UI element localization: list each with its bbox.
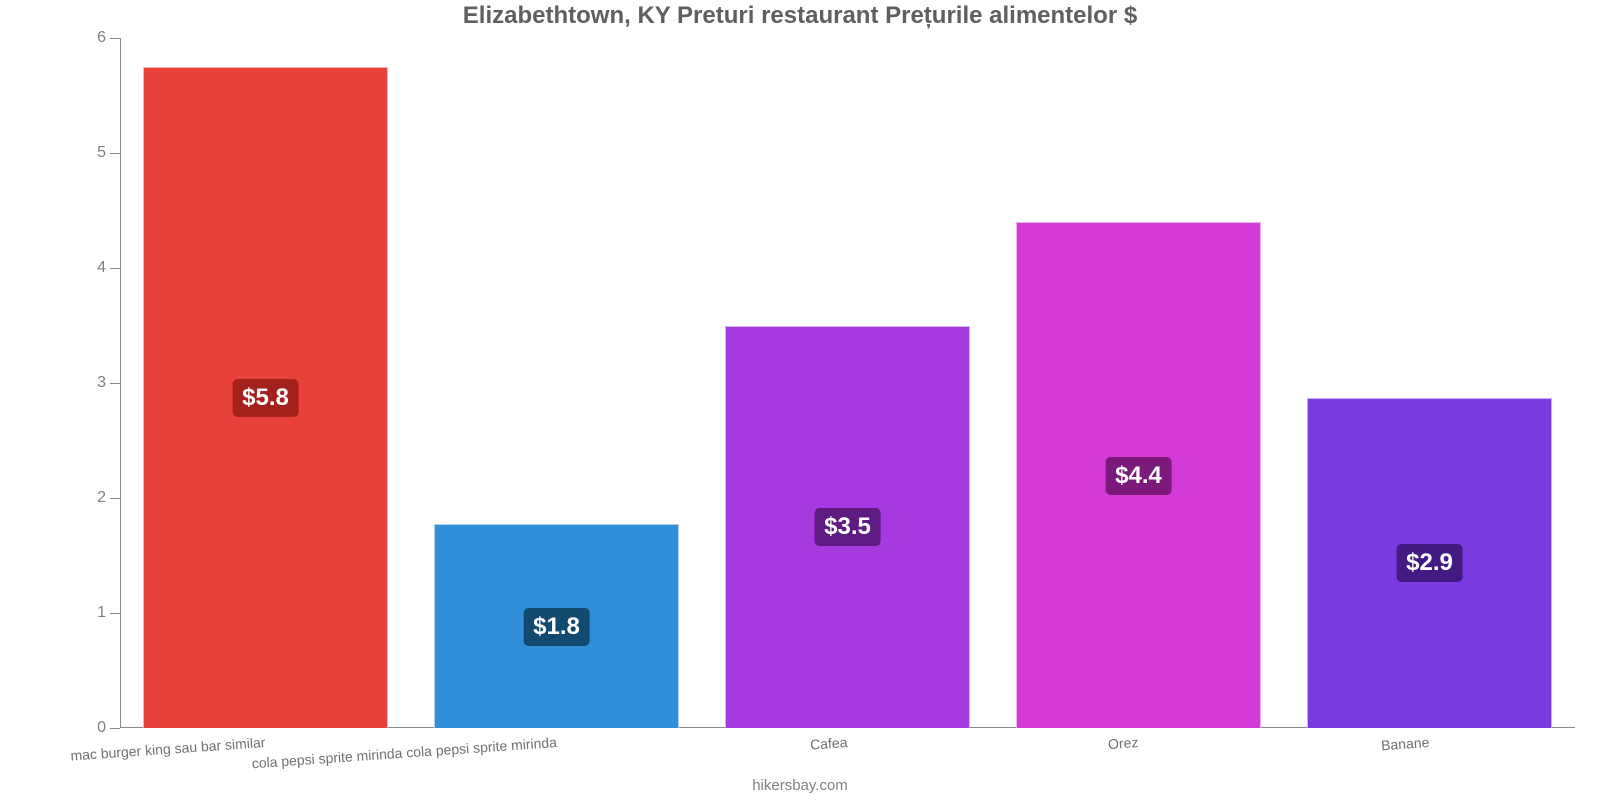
bar-value-label: $5.8	[232, 379, 299, 417]
bar-slot: $5.8	[120, 38, 411, 728]
y-tick-label: 3	[97, 374, 106, 392]
y-tick	[110, 153, 120, 154]
bar-slot: $1.8	[411, 38, 702, 728]
bar-slot: $3.5	[702, 38, 993, 728]
bar-value-label: $1.8	[523, 608, 590, 646]
y-tick	[110, 268, 120, 269]
y-tick	[110, 383, 120, 384]
plot-area: 0123456 $5.8$1.8$3.5$4.4$2.9	[120, 38, 1575, 728]
source-attribution: hikersbay.com	[0, 777, 1600, 794]
y-tick-label: 6	[97, 29, 106, 47]
y-tick	[110, 498, 120, 499]
y-tick	[110, 728, 120, 729]
bar-slot: $4.4	[993, 38, 1284, 728]
bar: $2.9	[1307, 398, 1551, 728]
x-labels-container: mac burger king sau bar similarcola peps…	[120, 730, 1575, 770]
y-tick-label: 1	[97, 604, 106, 622]
x-axis-label: mac burger king sau bar similar	[70, 734, 266, 764]
bars-container: $5.8 $1.8 $3.5 $4.4 $2.9	[120, 38, 1575, 728]
y-tick	[110, 38, 120, 39]
y-tick	[110, 613, 120, 614]
x-axis-label: Orez	[1108, 734, 1139, 752]
bar: $3.5	[725, 326, 969, 729]
y-tick-label: 0	[97, 719, 106, 737]
bar-slot: $2.9	[1284, 38, 1575, 728]
x-axis-label: Banane	[1381, 734, 1430, 753]
bar: $1.8	[434, 524, 678, 728]
bar: $5.8	[143, 67, 387, 728]
bar-value-label: $2.9	[1396, 544, 1463, 582]
y-tick-label: 2	[97, 489, 106, 507]
price-bar-chart: Elizabethtown, KY Preturi restaurant Pre…	[0, 0, 1600, 800]
y-tick-label: 4	[97, 259, 106, 277]
bar: $4.4	[1016, 222, 1260, 728]
chart-title: Elizabethtown, KY Preturi restaurant Pre…	[0, 2, 1600, 30]
x-axis-label: cola pepsi sprite mirinda cola pepsi spr…	[251, 734, 557, 771]
bar-value-label: $3.5	[814, 508, 881, 546]
y-tick-label: 5	[97, 144, 106, 162]
x-axis-label: Cafea	[810, 734, 848, 753]
bar-value-label: $4.4	[1105, 457, 1172, 495]
